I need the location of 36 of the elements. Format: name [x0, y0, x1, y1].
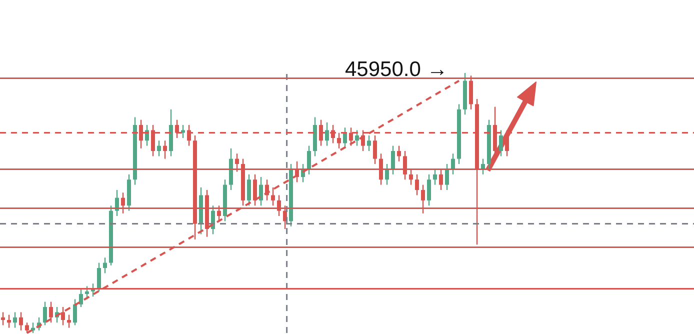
- candlestick: [355, 130, 359, 146]
- candlestick: [73, 298, 77, 326]
- candlestick: [391, 145, 395, 175]
- candlestick: [247, 174, 251, 206]
- candlestick: [259, 176, 263, 206]
- candlestick: [181, 124, 185, 139]
- candlestick: [397, 145, 401, 162]
- candlestick: [19, 312, 23, 331]
- candlestick: [433, 168, 437, 186]
- candlestick: [373, 134, 377, 165]
- candlestick: [97, 262, 101, 292]
- candlestick: [415, 174, 419, 196]
- candlestick: [157, 140, 161, 157]
- candlestick: [253, 174, 257, 206]
- candlestick: [271, 186, 275, 206]
- candlestick: [79, 288, 83, 308]
- annotation: 45950.0 →: [345, 58, 448, 82]
- candlestick: [367, 134, 371, 152]
- candlestick: [7, 314, 11, 328]
- candlestick: [445, 163, 449, 191]
- candlestick: [499, 130, 503, 157]
- candlestick: [307, 145, 311, 175]
- candlestick: [49, 301, 53, 324]
- candlestick: [85, 286, 89, 300]
- candlestick: [343, 127, 347, 149]
- candlestick: [163, 140, 167, 160]
- candlestick: [103, 257, 107, 274]
- candlestick: [1, 312, 5, 326]
- candlestick: [325, 122, 329, 146]
- candlestick: [67, 314, 71, 328]
- candlestick: [427, 174, 431, 206]
- candlestick: [451, 153, 455, 175]
- candlestick: [61, 306, 65, 326]
- candlestick: [43, 301, 47, 326]
- candlestick: [13, 312, 17, 328]
- candlestick: [385, 163, 389, 186]
